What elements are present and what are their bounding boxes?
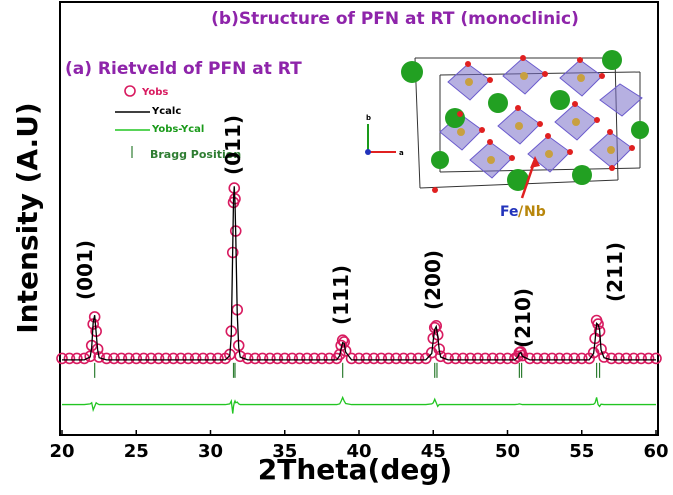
x-tick-label: 45 xyxy=(421,441,446,462)
legend-symbol xyxy=(125,86,135,96)
x-tick-label: 40 xyxy=(346,441,371,462)
chart: (b)Structure of PFN at RT (monoclinic) (… xyxy=(0,0,673,495)
x-tick-label: 50 xyxy=(495,441,520,462)
peak-annotation: (200) xyxy=(421,250,445,310)
inset-label: Fe xyxy=(500,204,519,220)
x-tick-label: 60 xyxy=(643,441,668,462)
x-tick-label: 30 xyxy=(198,441,223,462)
peak-annotation: (011) xyxy=(221,115,245,175)
legend-label: Yobs-Ycal xyxy=(151,124,204,135)
peak-annotation: (111) xyxy=(329,265,353,325)
inset-label: b xyxy=(366,114,371,122)
legend-label: Ycalc xyxy=(151,106,181,117)
x-tick-label: 20 xyxy=(49,441,74,462)
x-tick-label: 25 xyxy=(124,441,149,462)
series-line xyxy=(62,186,656,360)
structure-inset xyxy=(365,50,649,198)
chart-title: (b)Structure of PFN at RT (monoclinic) xyxy=(211,9,579,29)
inset-label: Nb xyxy=(524,204,546,220)
peak-annotation: (210) xyxy=(511,288,535,348)
inset-label: a xyxy=(399,149,404,157)
chart-subtitle: (a) Rietveld of PFN at RT xyxy=(65,59,302,79)
x-tick-label: 55 xyxy=(569,441,594,462)
peak-annotation: (001) xyxy=(73,240,97,300)
x-tick-label: 35 xyxy=(272,441,297,462)
legend-label: Yobs xyxy=(141,87,168,98)
peak-annotation: (211) xyxy=(603,242,627,302)
obs-point xyxy=(421,353,431,363)
series-line xyxy=(62,397,656,413)
y-axis-label: Intensity (A.U) xyxy=(11,102,44,333)
obs-point xyxy=(651,353,661,363)
